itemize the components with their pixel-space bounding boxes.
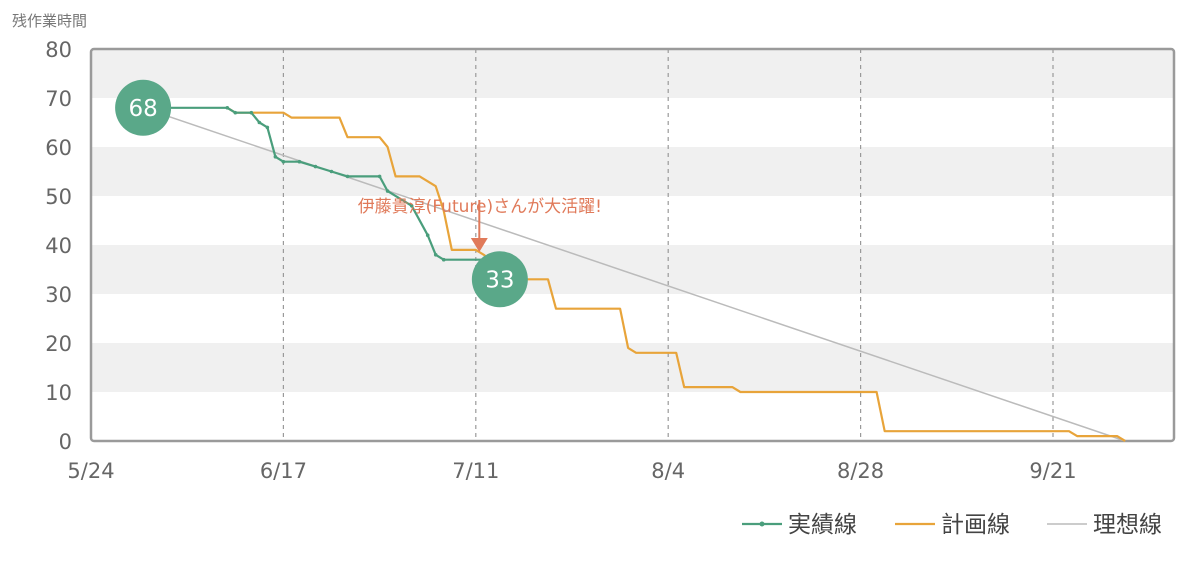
x-tick-label: 8/28 — [837, 459, 884, 483]
annotations: 伊藤貴淳(Future)さんが大活躍! — [358, 197, 602, 252]
legend: 実績線 計画線 理想線 — [742, 512, 1162, 538]
data-point — [313, 164, 318, 169]
y-tick-label: 40 — [45, 234, 72, 258]
highlight-bubble — [471, 251, 528, 308]
y-tick-labels: 0 10 20 30 40 50 60 70 80 — [45, 38, 72, 454]
highlight-value: 68 — [128, 96, 157, 122]
grid-band — [91, 147, 1174, 196]
x-tick-label: 6/17 — [260, 459, 307, 483]
x-tick-label: 5/24 — [67, 459, 114, 483]
data-point — [297, 159, 302, 164]
x-tick-label: 9/21 — [1029, 459, 1076, 483]
y-tick-label: 0 — [59, 430, 72, 454]
data-point — [329, 169, 334, 174]
data-point — [425, 233, 430, 237]
data-point — [249, 110, 254, 115]
series-line — [143, 106, 501, 280]
data-point — [265, 125, 270, 130]
grid-band — [91, 49, 1174, 98]
y-tick-label: 10 — [45, 381, 72, 405]
highlight-bubble — [115, 79, 172, 136]
grid-band — [91, 245, 1174, 294]
y-tick-label: 60 — [45, 136, 72, 160]
x-tick-label: 8/4 — [651, 459, 685, 483]
legend-label: 計画線 — [941, 512, 1010, 538]
x-tick-label: 7/11 — [452, 459, 499, 483]
legend-label: 理想線 — [1093, 512, 1162, 538]
highlight-value: 33 — [485, 267, 514, 293]
x-tick-labels: 5/24 6/17 7/11 8/4 8/28 9/21 — [67, 459, 1076, 483]
legend-label: 実績線 — [788, 512, 857, 538]
y-tick-label: 50 — [45, 185, 72, 209]
data-point — [233, 110, 238, 115]
y-tick-label: 30 — [45, 283, 72, 307]
data-point — [441, 257, 446, 262]
y-tick-label: 70 — [45, 87, 72, 111]
highlight-bubbles: 68 33 — [115, 79, 528, 308]
y-tick-label: 20 — [45, 332, 72, 356]
annotation-arrow-head — [470, 238, 488, 252]
background-bands — [91, 49, 1174, 392]
data-point — [257, 120, 262, 125]
data-point — [377, 174, 382, 179]
data-point — [225, 106, 230, 110]
y-axis-label: 残作業時間 — [12, 12, 87, 30]
data-point — [409, 204, 414, 208]
data-point — [281, 159, 286, 164]
data-point — [273, 155, 278, 159]
legend-marker — [759, 521, 765, 527]
data-point — [345, 174, 350, 179]
data-point — [433, 253, 438, 257]
y-tick-label: 80 — [45, 38, 72, 62]
plot-frame — [89, 47, 1176, 443]
data-point — [385, 189, 390, 193]
